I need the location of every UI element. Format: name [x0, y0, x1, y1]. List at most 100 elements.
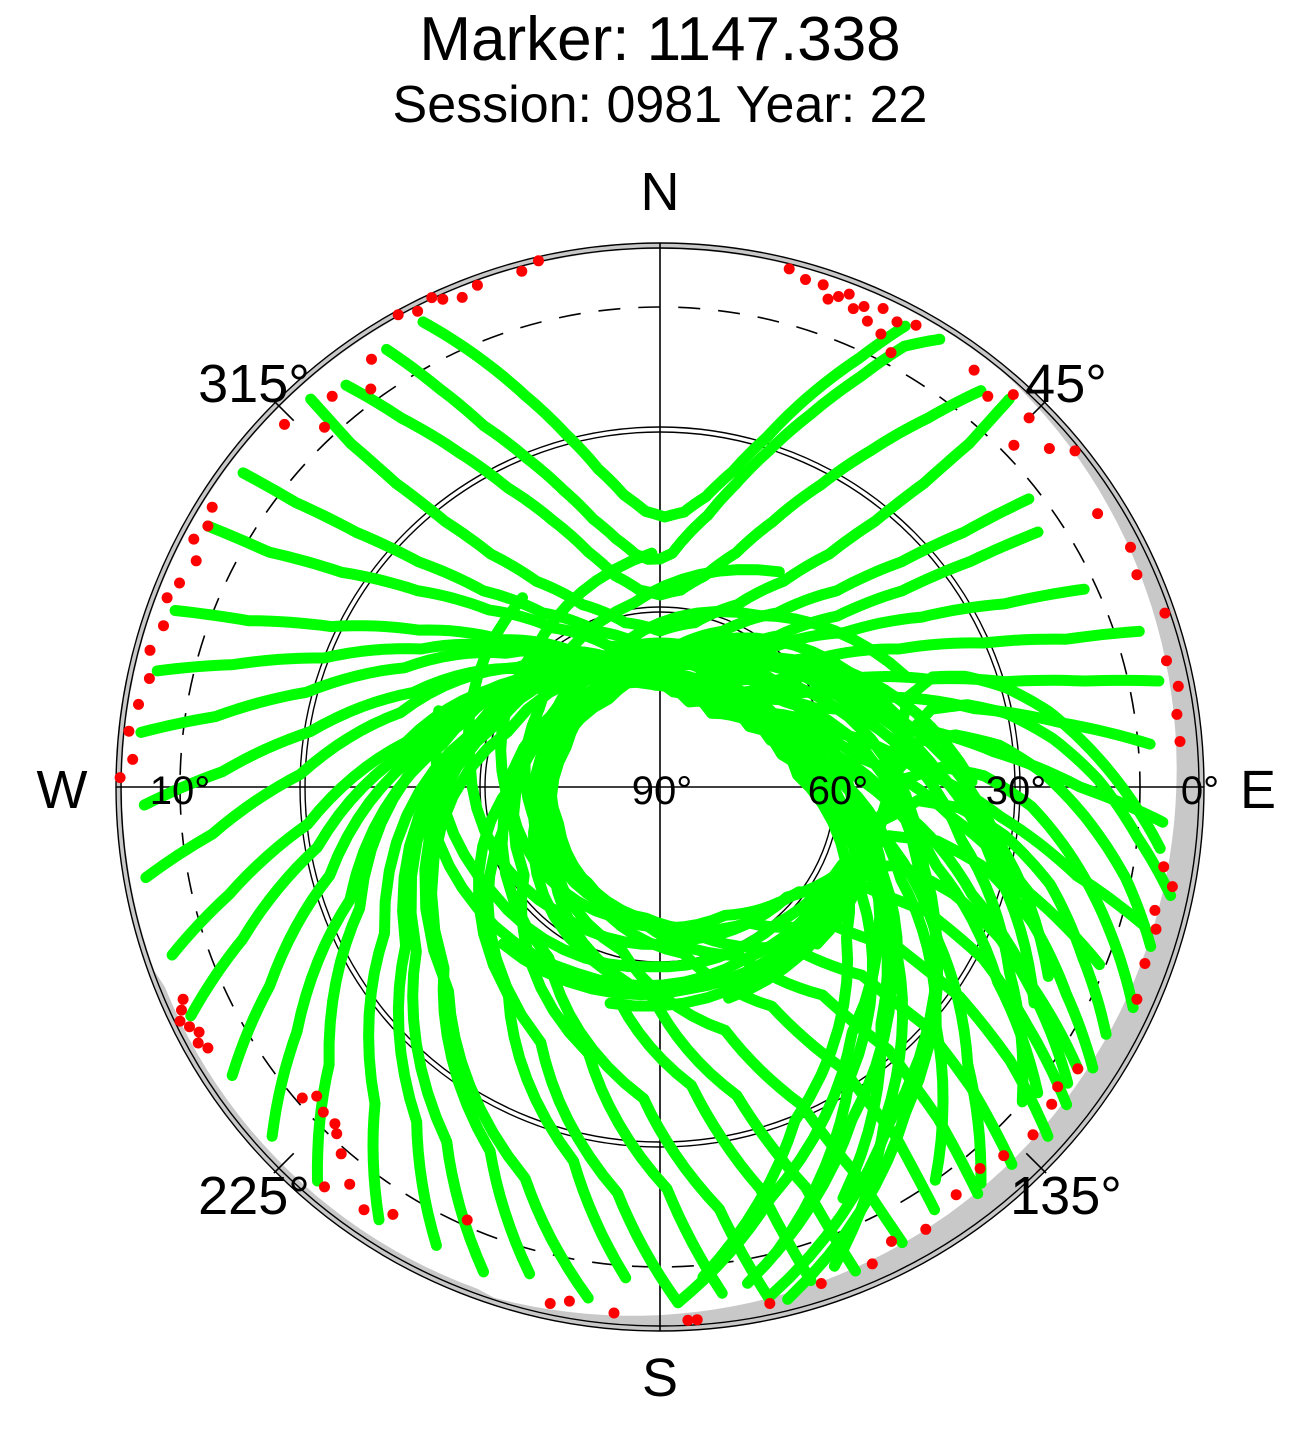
low-elevation-point-64 — [1046, 1098, 1058, 1110]
low-elevation-point-68 — [950, 1189, 962, 1201]
low-elevation-point-55 — [1174, 736, 1186, 747]
satellite-track-35 — [430, 705, 1099, 1074]
low-elevation-point-84 — [335, 1148, 347, 1160]
satellite-track-16 — [311, 657, 987, 1189]
low-elevation-point-40 — [910, 319, 922, 331]
low-elevation-point-54 — [1171, 708, 1183, 720]
low-elevation-point-27 — [783, 263, 795, 275]
low-elevation-point-77 — [563, 1295, 575, 1307]
low-elevation-point-22 — [143, 673, 155, 684]
low-elevation-point-91 — [192, 1037, 204, 1049]
low-elevation-point-58 — [1149, 904, 1161, 916]
elevation-label-60: 60° — [808, 769, 869, 813]
low-elevation-point-78 — [544, 1298, 556, 1309]
low-elevation-point-74 — [691, 1314, 703, 1326]
low-elevation-point-73 — [764, 1298, 776, 1309]
azimuth-label-135: 135° — [1010, 1166, 1122, 1226]
low-elevation-point-41 — [968, 364, 980, 376]
satellite-tracks — [135, 316, 1177, 1309]
low-elevation-point-13 — [279, 418, 290, 430]
azimuth-tick-135 — [1025, 1152, 1047, 1174]
low-elevation-point-92 — [193, 1026, 205, 1038]
low-elevation-point-20 — [158, 620, 169, 632]
low-elevation-point-17 — [190, 555, 202, 567]
low-elevation-point-19 — [161, 592, 173, 604]
low-elevation-point-34 — [858, 301, 870, 312]
low-elevation-point-76 — [608, 1307, 620, 1319]
low-elevation-point-50 — [1131, 569, 1143, 581]
low-elevation-point-59 — [1150, 923, 1162, 935]
low-elevation-point-61 — [1131, 993, 1143, 1005]
cardinal-west-label: W — [37, 760, 88, 820]
low-elevation-point-46 — [1043, 443, 1055, 454]
elevation-label-0: 0° — [1181, 769, 1219, 813]
low-elevation-point-25 — [127, 753, 139, 765]
low-elevation-point-8 — [533, 255, 544, 267]
low-elevation-point-45 — [1008, 439, 1020, 451]
low-elevation-point-82 — [344, 1178, 356, 1190]
azimuth-tick-315 — [273, 400, 295, 422]
low-elevation-point-56 — [1158, 861, 1170, 873]
low-elevation-point-30 — [822, 293, 834, 305]
cardinal-east-label: E — [1240, 760, 1276, 820]
low-elevation-point-71 — [866, 1258, 878, 1270]
low-elevation-point-44 — [1023, 412, 1035, 424]
low-elevation-point-21 — [144, 644, 156, 656]
low-elevation-point-51 — [1159, 607, 1171, 619]
low-elevation-point-33 — [847, 303, 859, 315]
low-elevation-point-42 — [982, 390, 994, 402]
low-elevation-point-26 — [114, 772, 126, 784]
low-elevation-point-48 — [1092, 508, 1104, 520]
low-elevation-point-67 — [974, 1163, 986, 1174]
elevation-label-30: 30° — [986, 769, 1047, 813]
low-elevation-point-75 — [682, 1314, 694, 1326]
low-elevation-point-16 — [188, 533, 200, 545]
low-elevation-point-18 — [174, 577, 185, 589]
low-elevation-point-72 — [815, 1278, 827, 1289]
low-elevation-point-81 — [358, 1204, 370, 1216]
low-elevation-point-65 — [1027, 1129, 1039, 1141]
satellite-track-1 — [381, 333, 946, 565]
low-elevation-point-86 — [329, 1118, 341, 1130]
cardinal-south-label: S — [642, 1348, 678, 1408]
low-elevation-point-62 — [1072, 1063, 1084, 1075]
low-elevation-point-32 — [843, 288, 855, 300]
low-elevation-point-23 — [133, 698, 144, 710]
satellite-track-5 — [237, 467, 1035, 650]
low-elevation-point-1 — [392, 309, 404, 321]
low-elevation-point-7 — [516, 265, 528, 277]
low-elevation-point-89 — [296, 1092, 308, 1104]
polar-grid — [115, 242, 1205, 1332]
low-elevation-point-87 — [317, 1106, 329, 1118]
low-elevation-point-69 — [920, 1223, 932, 1235]
low-elevation-point-60 — [1139, 958, 1151, 969]
low-elevation-point-38 — [891, 316, 903, 328]
low-elevation-point-36 — [877, 303, 889, 314]
chart-subtitle: Session: 0981 Year: 22 — [393, 76, 928, 134]
elevation-label-10: 10° — [150, 769, 211, 813]
azimuth-label-45: 45° — [1025, 354, 1107, 414]
low-elevation-point-15 — [202, 520, 214, 532]
low-elevation-point-4 — [437, 293, 449, 305]
low-elevation-point-9 — [366, 353, 377, 365]
low-elevation-point-14 — [206, 501, 218, 513]
elevation-label-90: 90° — [632, 769, 693, 813]
chart-title: Marker: 1147.338 — [419, 5, 900, 74]
low-elevation-point-43 — [1007, 389, 1019, 401]
low-elevation-point-57 — [1166, 881, 1178, 893]
low-elevation-point-39 — [885, 347, 897, 359]
low-elevation-point-79 — [461, 1214, 473, 1226]
cardinal-north-label: N — [641, 162, 680, 222]
azimuth-tick-225 — [273, 1152, 295, 1174]
low-elevation-points — [114, 255, 1186, 1326]
low-elevation-point-2 — [412, 305, 424, 317]
low-elevation-point-3 — [426, 292, 438, 304]
low-elevation-point-5 — [456, 291, 468, 303]
low-elevation-point-12 — [319, 421, 330, 433]
low-elevation-point-70 — [886, 1235, 897, 1247]
low-elevation-point-95 — [176, 1004, 187, 1016]
satellite-track-36 — [433, 795, 1112, 1040]
low-elevation-point-90 — [202, 1042, 214, 1054]
low-elevation-point-63 — [1052, 1081, 1064, 1093]
